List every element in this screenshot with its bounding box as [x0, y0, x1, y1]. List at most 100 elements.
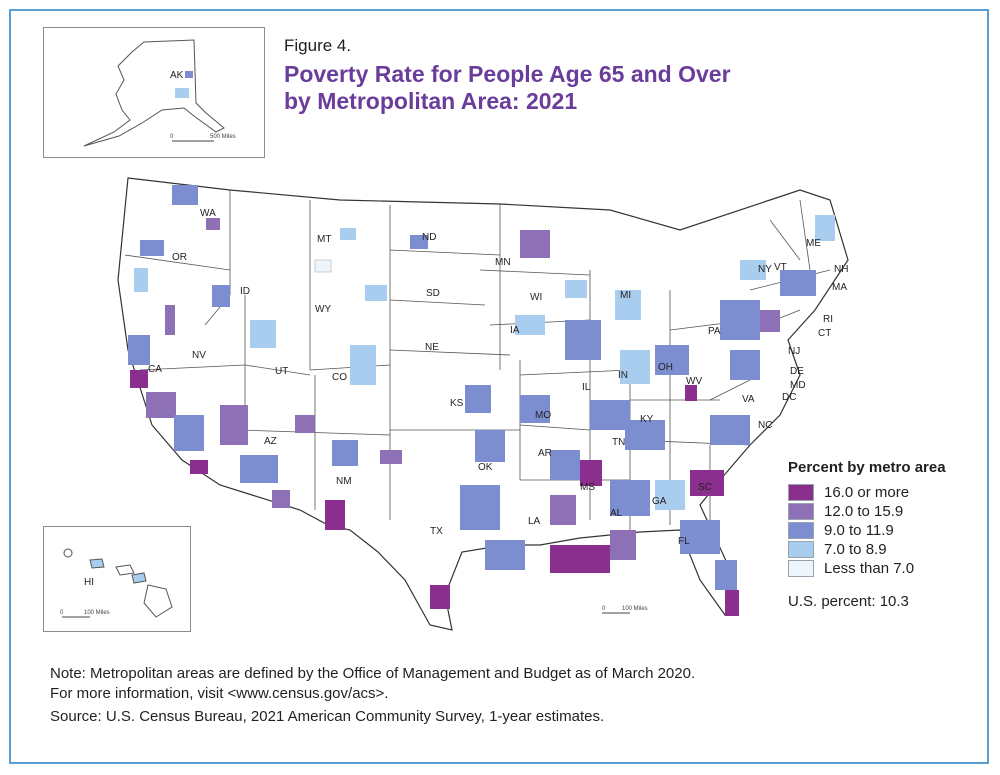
metro-oklahoma-city	[475, 430, 505, 462]
state-label-nv: NV	[192, 350, 206, 361]
state-label-ms: MS	[580, 482, 595, 493]
metro-des-moines	[515, 315, 545, 335]
metro-albany	[740, 260, 766, 280]
state-label-md: MD	[790, 380, 806, 391]
metro-little-rock	[550, 450, 580, 480]
state-label-va: VA	[742, 394, 755, 405]
metro-indianapolis	[620, 350, 650, 384]
metro-albuquerque	[332, 440, 358, 466]
state-labels: WA OR CA NV ID MT WY UT CO AZ NM ND SD N…	[148, 208, 848, 547]
alaska-map: AK 0 500 Miles	[83, 39, 236, 147]
metro-raleigh	[710, 415, 750, 445]
legend-swatch-1	[788, 483, 814, 501]
state-label-hi: HI	[84, 577, 94, 588]
metro-las-cruces	[325, 500, 345, 530]
metro-st-louis	[590, 400, 630, 430]
state-label-ri: RI	[823, 314, 833, 325]
note-line-2: For more information, visit <www.census.…	[50, 685, 389, 702]
state-label-me: ME	[806, 238, 821, 249]
legend-label-4: 7.0 to 8.9	[824, 540, 887, 558]
legend-swatch-3	[788, 521, 814, 539]
hawaii-metro-honolulu	[89, 558, 105, 569]
metro-jacksonville	[680, 520, 720, 554]
mainland-scale-label: 100 Miles	[622, 606, 648, 612]
metro-casper	[365, 285, 387, 301]
metro-orlando	[715, 560, 737, 590]
hawaii-map: HI 0 100 Miles	[60, 548, 173, 618]
state-label-mo: MO	[535, 410, 551, 421]
state-label-de: DE	[790, 366, 804, 377]
metro-lafayette	[550, 545, 610, 573]
state-label-ia: IA	[510, 325, 520, 336]
metro-minneapolis	[520, 230, 550, 258]
metro-boise	[212, 285, 230, 307]
state-label-wv: WV	[686, 376, 702, 387]
state-label-ar: AR	[538, 448, 552, 459]
metro-gulfport	[610, 530, 636, 560]
state-label-dc: DC	[782, 392, 796, 403]
figure-frame	[9, 9, 989, 764]
state-label-ks: KS	[450, 398, 464, 409]
hawaii-scale-label: 100 Miles	[84, 610, 110, 616]
state-label-nm: NM	[336, 476, 352, 487]
state-label-ct: CT	[818, 328, 831, 339]
metro-portland	[140, 240, 164, 256]
state-label-in: IN	[618, 370, 628, 381]
state-label-pa: PA	[708, 326, 721, 337]
metro-lake-havasu	[220, 405, 248, 445]
state-label-al: AL	[610, 508, 623, 519]
mainland-scale-zero: 0	[602, 606, 606, 612]
legend-item-3: 9.0 to 11.9	[788, 521, 894, 539]
metro-reno	[165, 305, 175, 335]
state-label-id: ID	[240, 286, 250, 297]
metro-tucson	[272, 490, 290, 508]
metro-sacramento	[128, 335, 150, 365]
state-label-la: LA	[528, 516, 541, 527]
state-label-nc: NC	[758, 420, 772, 431]
hawaii-inset: HI 0 100 Miles	[43, 526, 191, 632]
metro-columbus	[655, 345, 689, 375]
legend-label-1: 16.0 or more	[824, 483, 910, 501]
state-label-nd: ND	[422, 232, 436, 243]
metro-charleston-wv	[685, 385, 697, 401]
state-label-wy: WY	[315, 304, 331, 315]
state-label-ga: GA	[652, 496, 667, 507]
state-label-oh: OH	[658, 362, 673, 373]
metro-atlanta	[655, 480, 685, 510]
state-label-mn: MN	[495, 257, 511, 268]
state-label-co: CO	[332, 372, 347, 383]
state-label-ny: NY	[758, 264, 772, 275]
metro-phoenix	[240, 455, 278, 483]
figure-label: Figure 4.	[284, 36, 352, 55]
metro-mcallen	[430, 585, 450, 609]
metro-denver	[350, 345, 376, 385]
legend-title: Percent by metro area	[788, 459, 946, 476]
hawaii-island-molokai	[115, 564, 135, 576]
metro-great-falls	[340, 228, 356, 240]
alaska-scale-zero: 0	[170, 134, 174, 140]
metro-farmington	[295, 415, 315, 433]
state-label-or: OR	[172, 252, 187, 263]
metro-amarillo	[380, 450, 402, 464]
title-line-2: by Metropolitan Area: 2021	[284, 88, 578, 114]
metro-miami	[725, 590, 739, 616]
metro-fresno	[130, 370, 148, 388]
legend-item-5: Less than 7.0	[788, 559, 914, 577]
state-label-tx: TX	[430, 526, 443, 537]
hawaii-scale-zero: 0	[60, 610, 64, 616]
source-line: Source: U.S. Census Bureau, 2021 America…	[50, 708, 605, 725]
metro-baltimore	[730, 350, 760, 380]
metro-eugene	[134, 268, 148, 292]
metro-riverside	[174, 415, 204, 451]
state-label-ak: AK	[170, 70, 184, 81]
state-label-il: IL	[582, 382, 591, 393]
state-label-fl: FL	[678, 536, 690, 547]
metro-houston	[485, 540, 525, 570]
alaska-metro-fairbanks	[185, 71, 193, 78]
us-percent: U.S. percent: 10.3	[788, 593, 909, 610]
metro-wichita	[465, 385, 491, 413]
metro-philadelphia	[720, 300, 760, 340]
metro-bismarck	[410, 235, 428, 249]
metro-grand-rapids	[615, 290, 641, 320]
metro-yuma	[190, 460, 208, 474]
